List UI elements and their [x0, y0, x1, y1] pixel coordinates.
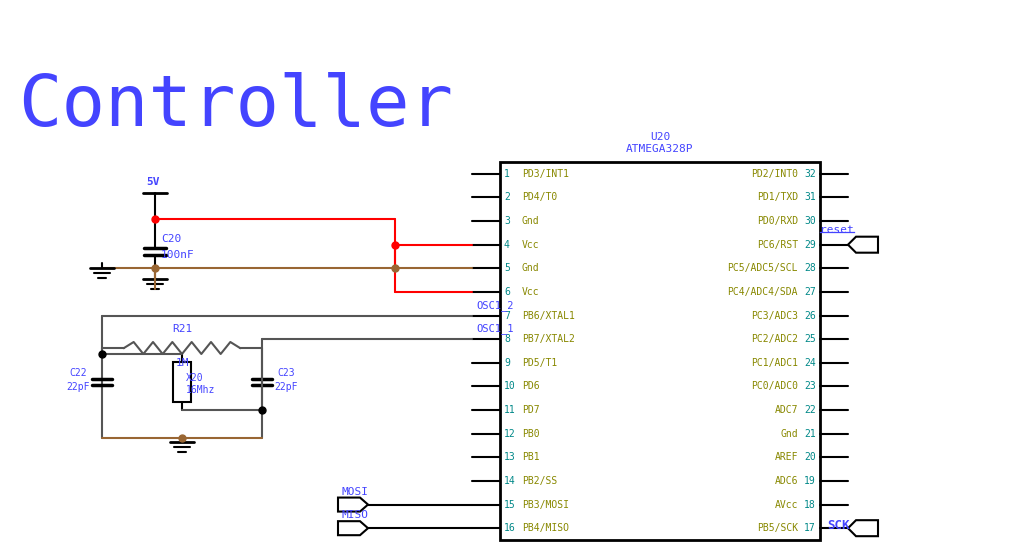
- Text: 100nF: 100nF: [161, 250, 195, 260]
- Bar: [500, 162, 820, 540]
- Text: Vcc: Vcc: [522, 240, 540, 250]
- Text: 7: 7: [504, 311, 510, 321]
- Text: R21: R21: [172, 324, 193, 334]
- Text: PD0/RXD: PD0/RXD: [757, 216, 798, 226]
- Text: C23: C23: [278, 368, 295, 378]
- Text: MOSI: MOSI: [342, 487, 369, 496]
- Text: 16Mhz: 16Mhz: [186, 385, 215, 395]
- Text: PC3/ADC3: PC3/ADC3: [751, 311, 798, 321]
- Text: PB4/MISO: PB4/MISO: [522, 523, 569, 533]
- Text: 5V: 5V: [146, 177, 160, 187]
- Text: 12: 12: [504, 429, 516, 439]
- Text: PD5/T1: PD5/T1: [522, 358, 557, 368]
- Text: ATMEGA328P: ATMEGA328P: [627, 144, 693, 154]
- Text: PD1/TXD: PD1/TXD: [757, 192, 798, 202]
- Text: 31: 31: [804, 192, 816, 202]
- Text: 30: 30: [804, 216, 816, 226]
- Text: C22: C22: [70, 368, 87, 378]
- Text: Vcc: Vcc: [522, 287, 540, 297]
- Text: PB2/SS: PB2/SS: [522, 476, 557, 486]
- Text: PB0: PB0: [522, 429, 540, 439]
- Text: ADC6: ADC6: [774, 476, 798, 486]
- Text: 23: 23: [804, 381, 816, 391]
- Text: 5: 5: [504, 263, 510, 273]
- Text: 20: 20: [804, 452, 816, 462]
- Text: PC1/ADC1: PC1/ADC1: [751, 358, 798, 368]
- Text: PB1: PB1: [522, 452, 540, 462]
- Text: OSC1_1: OSC1_1: [476, 323, 513, 334]
- Bar: [173, 362, 191, 402]
- Text: C20: C20: [161, 234, 181, 244]
- Text: 8: 8: [504, 334, 510, 344]
- Text: PB7/XTAL2: PB7/XTAL2: [522, 334, 574, 344]
- Text: PC5/ADC5/SCL: PC5/ADC5/SCL: [727, 263, 798, 273]
- Text: PB3/MOSI: PB3/MOSI: [522, 500, 569, 510]
- Text: 28: 28: [804, 263, 816, 273]
- Text: 22pF: 22pF: [274, 382, 298, 392]
- Text: AVcc: AVcc: [774, 500, 798, 510]
- Text: PD6: PD6: [522, 381, 540, 391]
- Text: 10: 10: [504, 381, 516, 391]
- Text: 22pF: 22pF: [67, 382, 90, 392]
- Text: PD4/T0: PD4/T0: [522, 192, 557, 202]
- Text: PC0/ADC0: PC0/ADC0: [751, 381, 798, 391]
- Text: 1: 1: [504, 169, 510, 179]
- Text: MISO: MISO: [342, 510, 369, 520]
- Text: Gnd: Gnd: [522, 263, 540, 273]
- Text: 24: 24: [804, 358, 816, 368]
- Text: X20: X20: [186, 373, 204, 383]
- Text: Controller: Controller: [18, 72, 453, 141]
- Text: AREF: AREF: [774, 452, 798, 462]
- Text: 27: 27: [804, 287, 816, 297]
- Text: 32: 32: [804, 169, 816, 179]
- Text: ADC7: ADC7: [774, 405, 798, 415]
- Text: PD7: PD7: [522, 405, 540, 415]
- Text: reset: reset: [820, 225, 854, 235]
- Text: 4: 4: [504, 240, 510, 250]
- Text: PB6/XTAL1: PB6/XTAL1: [522, 311, 574, 321]
- Text: 13: 13: [504, 452, 516, 462]
- Text: 15: 15: [504, 500, 516, 510]
- Text: 3: 3: [504, 216, 510, 226]
- Text: 18: 18: [804, 500, 816, 510]
- Text: Gnd: Gnd: [780, 429, 798, 439]
- Text: 16: 16: [504, 523, 516, 533]
- Text: 26: 26: [804, 311, 816, 321]
- Text: 25: 25: [804, 334, 816, 344]
- Text: Gnd: Gnd: [522, 216, 540, 226]
- Text: 17: 17: [804, 523, 816, 533]
- Text: 14: 14: [504, 476, 516, 486]
- Text: PB5/SCK: PB5/SCK: [757, 523, 798, 533]
- Text: 1M: 1M: [175, 358, 188, 368]
- Text: PD2/INT0: PD2/INT0: [751, 169, 798, 179]
- Text: 11: 11: [504, 405, 516, 415]
- Text: PC2/ADC2: PC2/ADC2: [751, 334, 798, 344]
- Text: 21: 21: [804, 429, 816, 439]
- Text: 9: 9: [504, 358, 510, 368]
- Text: SCK: SCK: [827, 518, 850, 532]
- Text: 29: 29: [804, 240, 816, 250]
- Text: PD3/INT1: PD3/INT1: [522, 169, 569, 179]
- Text: 2: 2: [504, 192, 510, 202]
- Text: 6: 6: [504, 287, 510, 297]
- Text: OSC1_2: OSC1_2: [476, 300, 513, 311]
- Text: 22: 22: [804, 405, 816, 415]
- Text: PC6/RST: PC6/RST: [757, 240, 798, 250]
- Text: 19: 19: [804, 476, 816, 486]
- Text: PC4/ADC4/SDA: PC4/ADC4/SDA: [727, 287, 798, 297]
- Text: U20: U20: [650, 132, 670, 142]
